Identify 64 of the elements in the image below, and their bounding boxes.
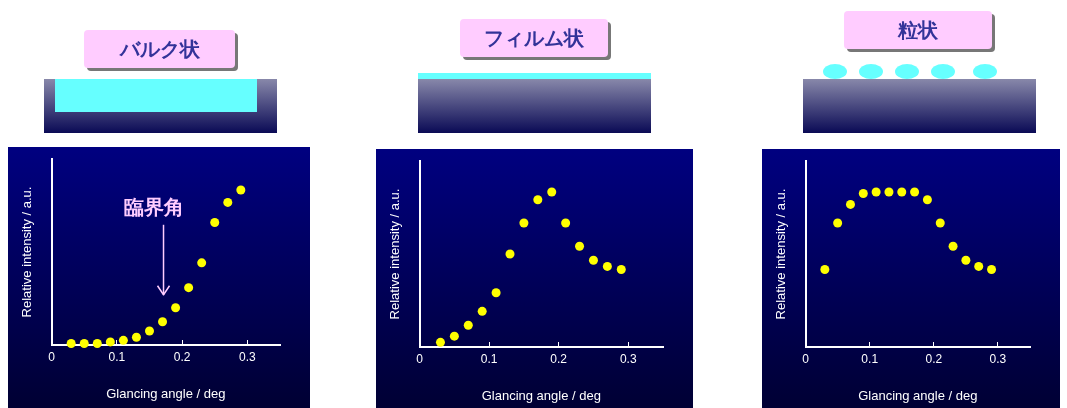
point <box>910 187 920 197</box>
point <box>144 326 154 336</box>
point <box>561 218 571 228</box>
point <box>131 332 141 342</box>
point <box>79 338 89 348</box>
point <box>922 195 932 205</box>
point <box>974 261 984 271</box>
point <box>897 187 907 197</box>
point <box>505 249 515 259</box>
point <box>858 189 868 199</box>
y-axis-title: Relative intensity / a.u. <box>773 188 789 320</box>
point <box>197 258 207 268</box>
x-tick-label: 0 <box>416 351 424 366</box>
point <box>845 199 855 209</box>
x-tick-label: 0.3 <box>239 349 257 364</box>
point <box>171 303 181 313</box>
point <box>820 265 830 274</box>
annotation: 臨界角 <box>123 194 184 219</box>
chart-title: 粒状 <box>844 11 992 49</box>
x-axis-title: Glancing angle / deg <box>858 387 978 403</box>
point <box>948 241 958 251</box>
x-tick-label: 0.3 <box>619 351 637 366</box>
point <box>961 255 971 265</box>
point <box>66 338 76 348</box>
x-tick-label: 0.2 <box>173 349 191 364</box>
point <box>105 337 115 347</box>
point <box>184 283 194 293</box>
point <box>987 265 997 274</box>
x-tick-label: 0.1 <box>480 351 498 366</box>
x-axis-title: Glancing angle / deg <box>481 387 601 403</box>
x-tick-label: 0.3 <box>989 351 1007 366</box>
y-axis-title: Relative intensity / a.u. <box>387 188 403 320</box>
x-tick-label: 0.1 <box>861 351 879 366</box>
point <box>118 335 128 345</box>
point <box>92 338 102 348</box>
point <box>236 185 246 195</box>
point <box>533 195 543 205</box>
point <box>575 241 585 251</box>
point <box>491 288 501 298</box>
point <box>871 187 881 197</box>
chart-title: フィルム状 <box>460 19 608 57</box>
x-tick-label: 0 <box>802 351 810 366</box>
point <box>223 197 233 207</box>
chart-title: バルク状 <box>84 30 235 68</box>
x-axis-title: Glancing angle / deg <box>106 385 226 401</box>
x-tick-label: 0.1 <box>108 349 126 364</box>
point <box>602 261 612 271</box>
point <box>449 331 459 341</box>
point <box>463 320 473 330</box>
point <box>477 306 487 316</box>
point <box>435 337 445 347</box>
y-axis-title: Relative intensity / a.u. <box>19 186 35 318</box>
point <box>519 218 529 228</box>
point <box>884 187 894 197</box>
point <box>210 218 220 228</box>
point <box>616 265 626 274</box>
point <box>588 255 598 265</box>
point <box>833 218 843 228</box>
x-tick-label: 0 <box>48 349 56 364</box>
point <box>547 187 557 197</box>
point <box>158 317 168 327</box>
point <box>935 218 945 228</box>
x-tick-label: 0.2 <box>925 351 943 366</box>
x-tick-label: 0.2 <box>550 351 568 366</box>
